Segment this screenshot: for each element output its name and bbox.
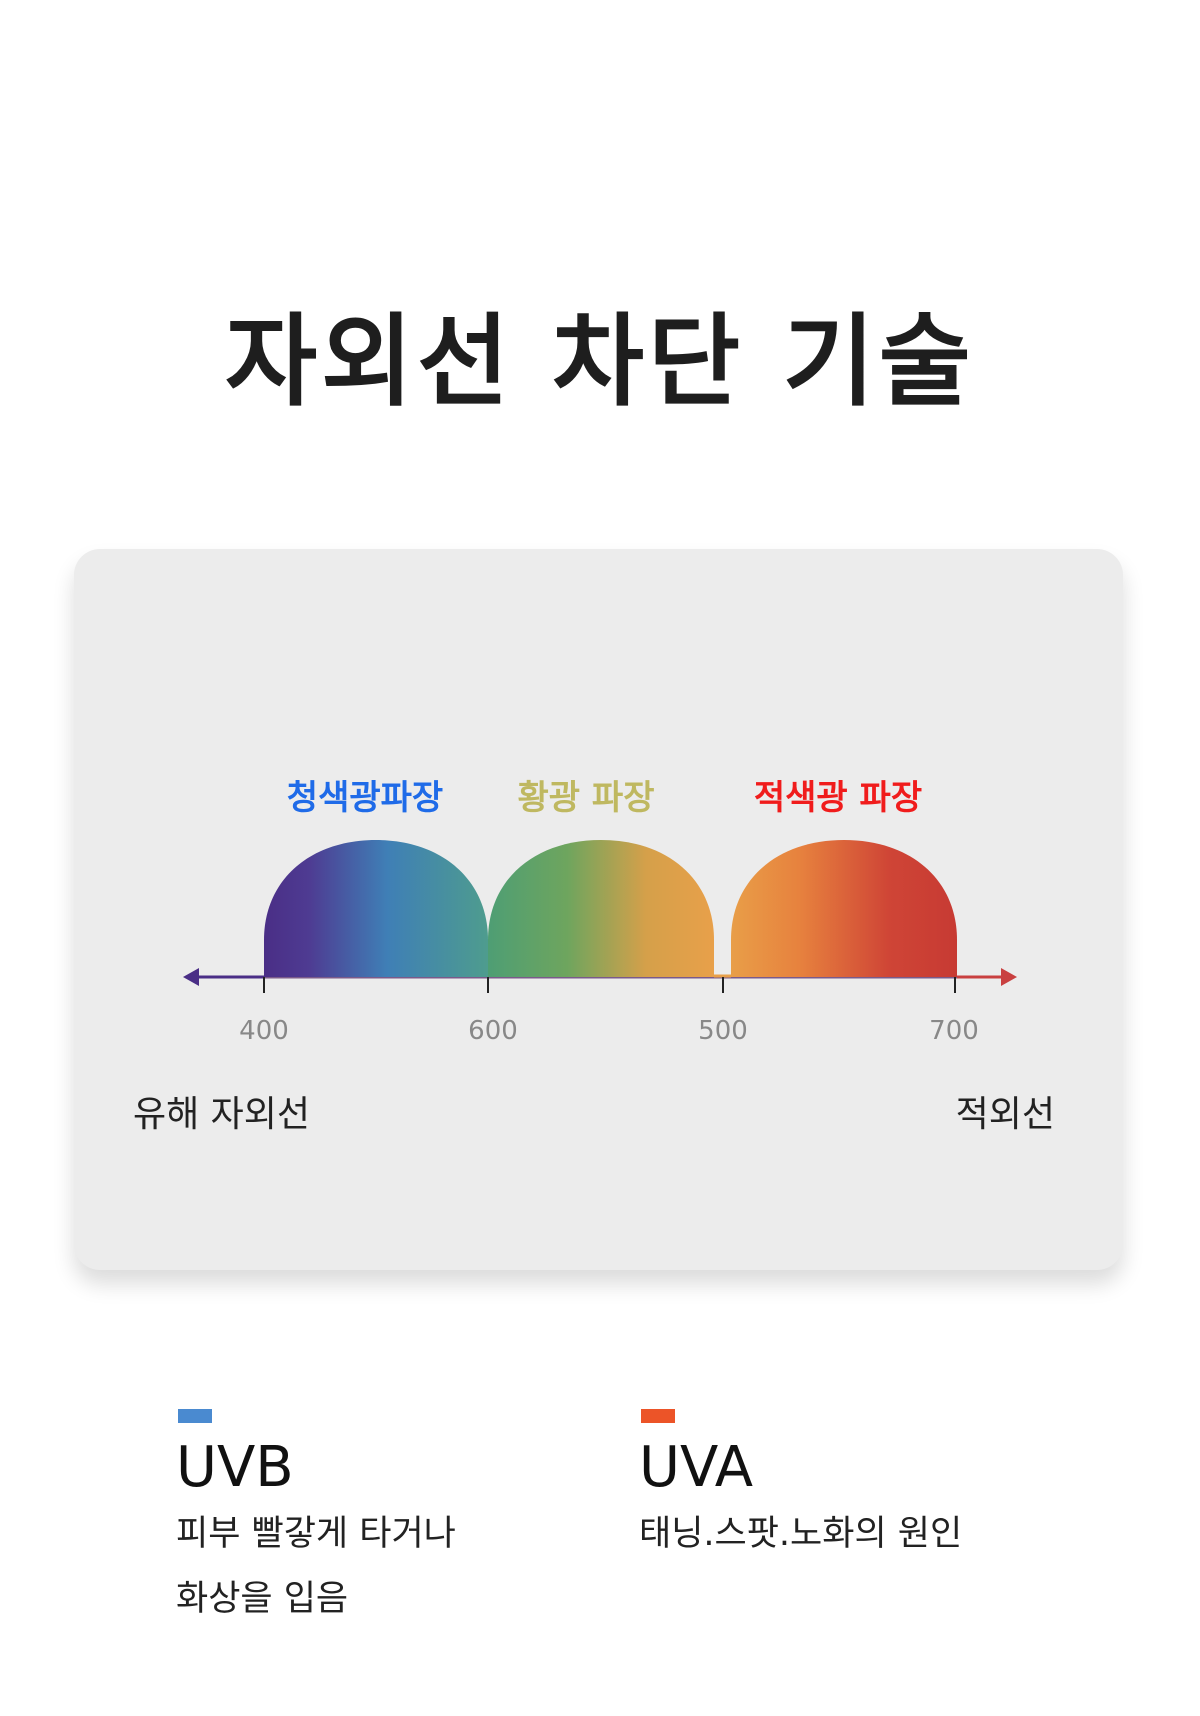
red-light-label: 적색광 파장: [753, 778, 923, 818]
spectrum-diagram: [183, 840, 1017, 993]
uvb-color-swatch: [178, 1409, 212, 1423]
uvb-description-line1: 피부 빨갛게 타거나: [176, 1514, 456, 1554]
yellow-light-label: 황광 파장: [517, 778, 655, 818]
uva-title: UVA: [639, 1435, 754, 1500]
blue-wave-arch: [264, 840, 488, 977]
tick-label: 400: [239, 1016, 289, 1046]
uvb-title: UVB: [176, 1435, 294, 1500]
tick-label: 600: [468, 1016, 518, 1046]
blue-light-label: 청색광파장: [286, 778, 444, 818]
red-wave-arch: [731, 840, 957, 977]
yellow-wave-arch: [488, 840, 714, 977]
tick-label: 700: [929, 1016, 979, 1046]
uva-description: 태닝.스팟.노화의 원인: [639, 1514, 963, 1554]
uvb-description-line2: 화상을 입음: [176, 1579, 349, 1619]
page-title: 자외선 차단 기술: [225, 303, 975, 420]
uva-color-swatch: [641, 1409, 675, 1423]
harmful-uv-label: 유해 자외선: [133, 1094, 311, 1135]
tick-label: 500: [698, 1016, 748, 1046]
right-arrow-icon: [1001, 968, 1017, 986]
infrared-label: 적외선: [955, 1094, 1055, 1135]
left-arrow-icon: [183, 968, 199, 986]
